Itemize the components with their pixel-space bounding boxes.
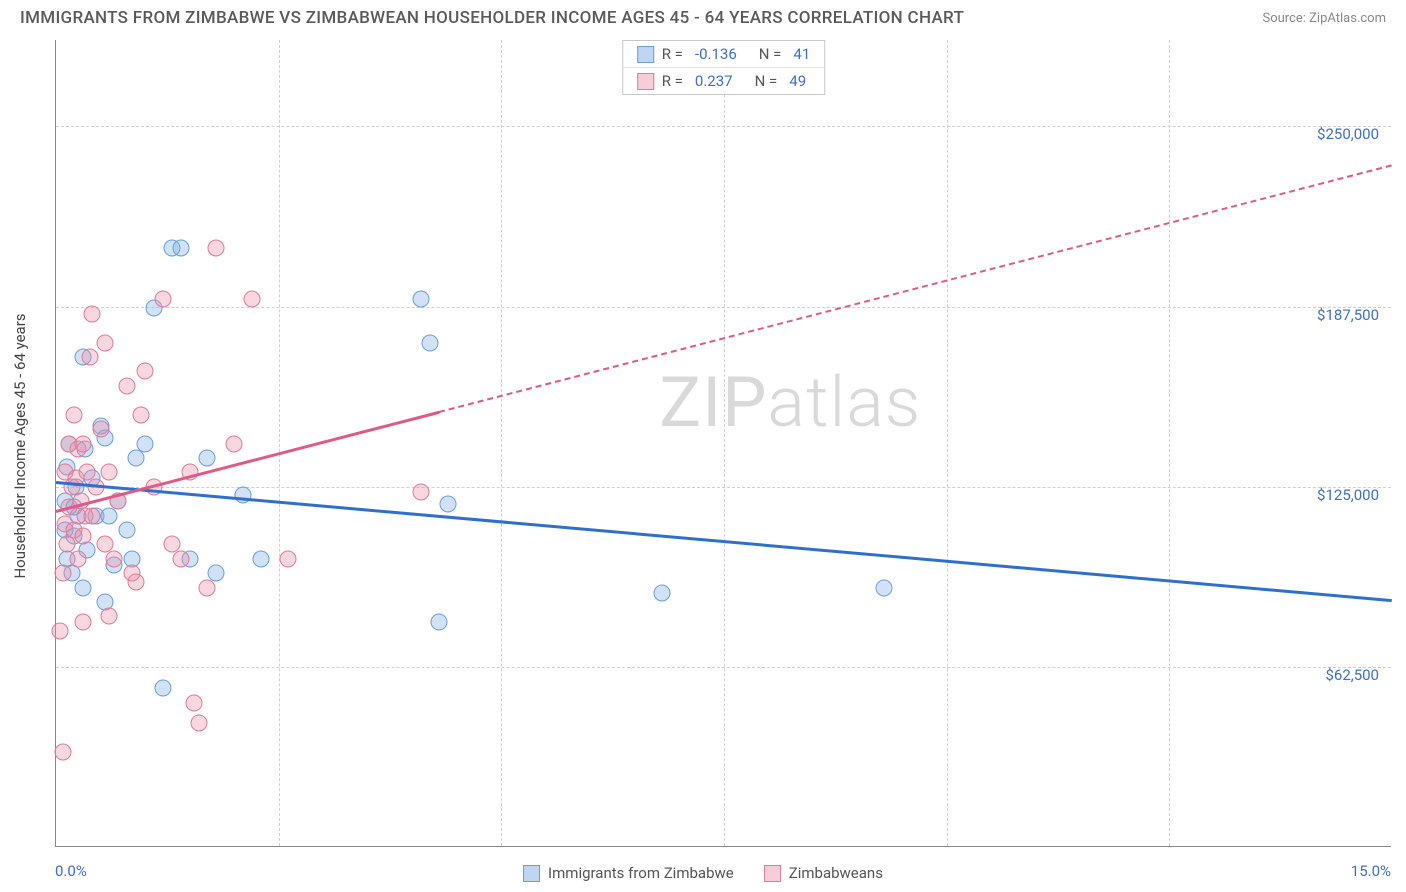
gridline-v <box>724 40 725 846</box>
data-point <box>101 608 118 625</box>
data-point <box>413 291 430 308</box>
data-point <box>74 579 91 596</box>
y-tick-label: $62,500 <box>1325 666 1379 684</box>
data-point <box>653 585 670 602</box>
legend-series-label: Zimbabweans <box>789 864 883 882</box>
legend-swatch <box>764 865 781 882</box>
data-point <box>92 421 109 438</box>
legend-swatch <box>637 73 654 90</box>
data-point <box>430 614 447 631</box>
data-point <box>52 622 69 639</box>
gridline-v <box>947 40 948 846</box>
data-point <box>154 291 171 308</box>
legend-series-label: Immigrants from Zimbabwe <box>548 864 734 882</box>
x-tick-min: 0.0% <box>55 862 87 880</box>
data-point <box>199 449 216 466</box>
data-point <box>132 406 149 423</box>
data-point <box>101 464 118 481</box>
legend-series-item: Zimbabweans <box>764 864 883 882</box>
data-point <box>208 239 225 256</box>
data-point <box>172 239 189 256</box>
data-point <box>81 349 98 366</box>
correlation-legend: R =-0.136N =41R =0.237N =49 <box>622 40 826 95</box>
legend-swatch <box>523 865 540 882</box>
data-point <box>226 435 243 452</box>
data-point <box>199 579 216 596</box>
data-point <box>252 550 269 567</box>
data-point <box>279 550 296 567</box>
data-point <box>128 449 145 466</box>
gridline-v <box>501 40 502 846</box>
chart-title: IMMIGRANTS FROM ZIMBABWE VS ZIMBABWEAN H… <box>20 8 964 28</box>
data-point <box>243 291 260 308</box>
data-point <box>413 484 430 501</box>
data-point <box>74 435 91 452</box>
data-point <box>101 507 118 524</box>
data-point <box>55 743 72 760</box>
y-axis-title: Householder Income Ages 45 - 64 years <box>11 313 29 578</box>
data-point <box>70 550 87 567</box>
data-point <box>74 614 91 631</box>
data-point <box>137 435 154 452</box>
legend-series-item: Immigrants from Zimbabwe <box>523 864 734 882</box>
gridline-v <box>1169 40 1170 846</box>
data-point <box>186 694 203 711</box>
data-point <box>235 487 252 504</box>
data-point <box>137 363 154 380</box>
data-point <box>74 527 91 544</box>
data-point <box>83 305 100 322</box>
data-point <box>55 565 72 582</box>
data-point <box>439 496 456 513</box>
data-point <box>83 507 100 524</box>
gridline-v <box>279 40 280 846</box>
data-point <box>422 334 439 351</box>
trendline <box>439 164 1393 413</box>
y-tick-label: $250,000 <box>1317 125 1379 143</box>
data-point <box>96 334 113 351</box>
chart-plot-area: $62,500$125,000$187,500$250,000 ZIPatlas… <box>55 40 1391 847</box>
data-point <box>119 377 136 394</box>
y-tick-label: $187,500 <box>1317 306 1379 324</box>
x-tick-max: 15.0% <box>1351 862 1391 880</box>
data-point <box>65 406 82 423</box>
data-point <box>128 573 145 590</box>
data-point <box>876 579 893 596</box>
data-point <box>154 680 171 697</box>
y-tick-label: $125,000 <box>1317 486 1379 504</box>
data-point <box>190 715 207 732</box>
legend-stat-row: R =0.237N =49 <box>623 68 825 94</box>
data-point <box>172 550 189 567</box>
legend-swatch <box>637 46 654 63</box>
source-label: Source: ZipAtlas.com <box>1262 11 1386 26</box>
data-point <box>119 521 136 538</box>
legend-stat-row: R =-0.136N =41 <box>623 41 825 68</box>
series-legend: Immigrants from Zimbabwe Zimbabweans <box>523 864 883 882</box>
data-point <box>105 550 122 567</box>
